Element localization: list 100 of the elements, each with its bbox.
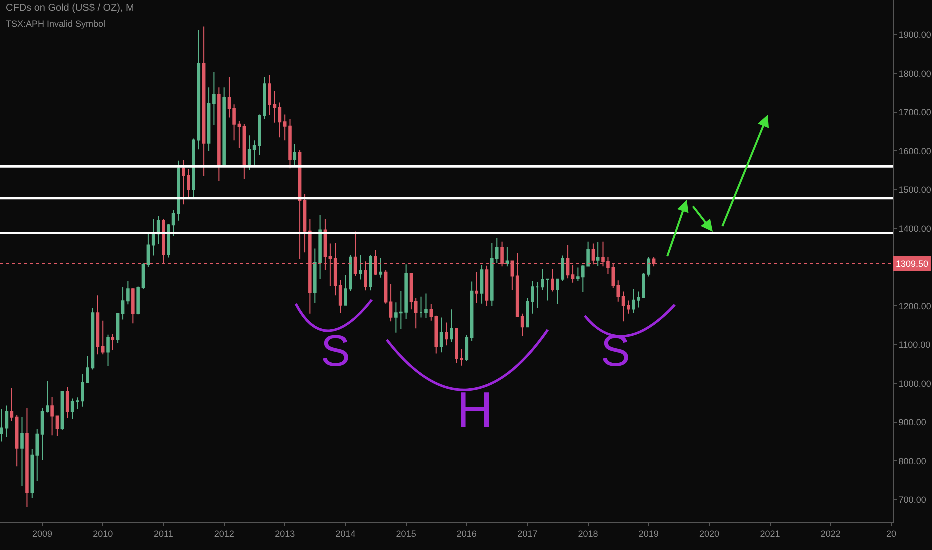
candlestick <box>197 30 201 150</box>
candlestick <box>506 246 510 268</box>
candlestick <box>273 90 277 124</box>
candlestick <box>424 293 428 320</box>
x-tick-label: 2020 <box>700 528 720 539</box>
candlestick <box>10 388 14 422</box>
y-tick-label: 1900.00 <box>898 30 932 40</box>
y-tick-label: 1100.00 <box>898 340 931 350</box>
candlestick <box>445 322 448 346</box>
candlestick <box>222 87 226 166</box>
chart-title: CFDs on Gold (US$ / OZ), M <box>6 3 134 14</box>
annotation: H <box>457 382 494 438</box>
candlestick <box>627 300 630 314</box>
candlestick <box>56 416 60 436</box>
x-tick-label: 2010 <box>93 528 114 539</box>
candlestick <box>66 387 70 420</box>
y-tick-label: 900.00 <box>898 418 926 428</box>
candlestick <box>40 408 44 461</box>
x-tick-label: 2017 <box>518 528 538 539</box>
candlestick <box>338 280 342 314</box>
candlestick <box>480 264 484 304</box>
candlestick <box>556 278 560 305</box>
candlestick <box>207 87 211 152</box>
x-tick-label: 20 <box>886 528 897 539</box>
y-tick-label: 1500.00 <box>898 185 932 196</box>
candlestick <box>359 254 362 280</box>
candlestick <box>420 296 423 318</box>
candlestick <box>470 281 474 342</box>
candlestick <box>389 284 393 322</box>
x-tick-label: 2016 <box>456 528 477 539</box>
candlestick <box>111 334 115 350</box>
annotation: S <box>321 327 350 376</box>
y-tick-label: 1000.00 <box>898 378 932 389</box>
x-tick-label: 2015 <box>396 528 416 539</box>
candlestick <box>46 380 50 414</box>
candlestick <box>50 396 54 436</box>
candlestick <box>212 72 216 126</box>
y-tick-label: 700.00 <box>898 495 926 506</box>
candlestick <box>303 194 307 254</box>
x-tick-label: 2019 <box>638 528 659 539</box>
candlestick <box>379 258 383 278</box>
candlestick <box>475 272 479 304</box>
ref-line-label: 1309.50 <box>896 259 929 269</box>
candlestick <box>192 138 196 199</box>
candlestick <box>142 263 146 290</box>
y-tick-label: 800.00 <box>898 456 926 466</box>
candlestick <box>121 286 125 320</box>
candlestick <box>132 288 135 324</box>
candlestick <box>622 291 626 322</box>
x-tick-label: 2021 <box>760 528 780 539</box>
x-tick-label: 2014 <box>336 528 356 539</box>
candlestick <box>60 390 64 431</box>
candlestick <box>369 254 372 292</box>
candlestick <box>298 149 302 260</box>
candlestick <box>242 124 246 180</box>
y-tick-label: 1700.00 <box>898 108 932 118</box>
candlestick <box>248 135 252 172</box>
candlestick <box>384 270 388 304</box>
candlestick <box>96 295 100 356</box>
candlestick <box>146 232 150 268</box>
candlestick <box>136 286 140 316</box>
candlestick <box>450 309 454 343</box>
candlestick <box>238 120 242 149</box>
candlestick <box>91 308 95 370</box>
candlestick <box>202 26 206 177</box>
candlestick <box>596 242 600 267</box>
x-tick-label: 2012 <box>214 528 234 539</box>
candlestick <box>0 408 4 442</box>
candlestick <box>152 218 156 256</box>
y-tick-label: 1800.00 <box>898 68 932 79</box>
y-tick-label: 1200.00 <box>898 301 932 312</box>
candlestick <box>485 265 489 307</box>
candlestick <box>5 405 9 438</box>
candlestick <box>551 268 554 292</box>
candlestick <box>26 408 29 508</box>
candlestick <box>293 144 297 166</box>
x-tick-label: 2022 <box>820 528 841 539</box>
candlestick <box>101 320 105 356</box>
candlestick <box>278 102 282 138</box>
y-tick-label: 1600.00 <box>898 146 932 156</box>
x-tick-label: 2009 <box>32 528 53 539</box>
candlestick <box>156 216 160 245</box>
y-tick-label: 1400.00 <box>898 224 932 234</box>
candlestick <box>440 317 444 354</box>
candlestick <box>520 313 524 336</box>
candlestick <box>283 114 287 142</box>
candlestick <box>252 140 256 166</box>
candlestick <box>218 87 221 182</box>
text: TSX:APH Invalid Symbol <box>6 19 106 29</box>
candlestick <box>106 334 110 367</box>
candlestick <box>15 414 19 468</box>
candlestick <box>116 313 120 344</box>
x-tick-label: 2013 <box>275 528 296 539</box>
candlestick <box>536 282 540 309</box>
candlestick <box>20 416 24 486</box>
candlestick <box>177 160 180 222</box>
candlestick <box>288 118 292 170</box>
candlestick <box>561 255 565 282</box>
x-tick-label: 2018 <box>578 528 598 539</box>
candlestick <box>70 398 74 420</box>
